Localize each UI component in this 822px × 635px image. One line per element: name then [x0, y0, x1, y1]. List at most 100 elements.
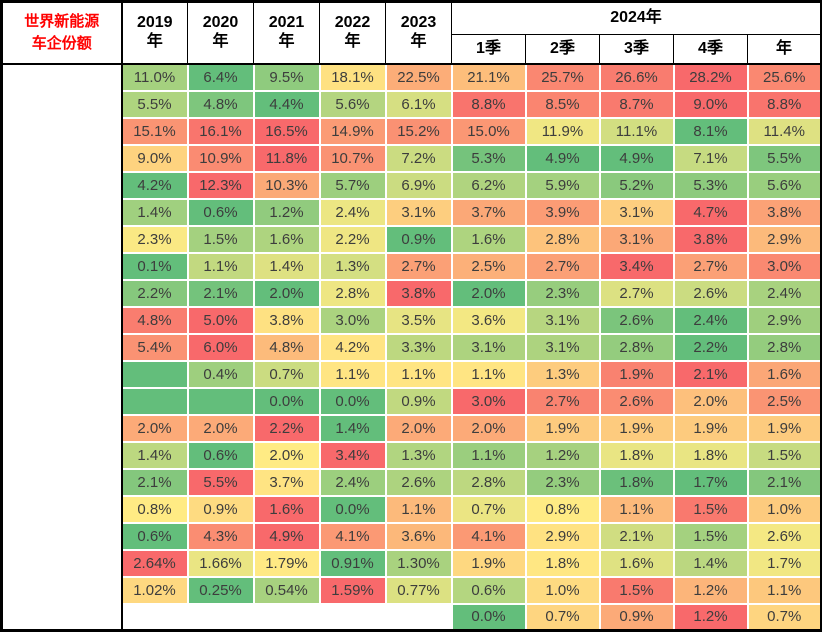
heatmap-cell: 2.7% [384, 251, 453, 281]
heatmap-cell: 4.8% [186, 89, 255, 119]
heatmap-cell: 2.5% [746, 386, 822, 416]
heatmap-cell: 2.4% [318, 197, 387, 227]
heatmap-cell: 1.0% [524, 575, 601, 605]
heatmap-cell: 8.5% [524, 89, 601, 119]
heatmap-cell: 5.5% [746, 143, 822, 173]
heatmap-cell: 11.4% [746, 116, 822, 146]
heatmap-cell: 1.1% [318, 359, 387, 389]
heatmap-cell: 3.0% [746, 251, 822, 281]
heatmap-cell: 6.9% [384, 170, 453, 200]
data-row: 2.0% 2.0% 2.2% 1.4% 2.0% 2.0% 1.9% 1.9% 1.9% 1.9% [1, 413, 822, 443]
heatmap-cell: 3.0% [318, 305, 387, 335]
row-label-cell [1, 225, 123, 253]
heatmap-cell: 4.1% [318, 521, 387, 551]
header-year-number: 2023 [400, 14, 437, 32]
row-label-cell [1, 468, 123, 496]
heatmap-cell: 3.0% [450, 386, 527, 416]
row-label-cell [1, 306, 123, 334]
heatmap-cell: 0.8% [120, 494, 189, 524]
heatmap-cell [252, 602, 321, 632]
row-label-cell [1, 495, 123, 523]
heatmap-cell: 1.5% [672, 494, 749, 524]
data-row: 4.8% 5.0% 3.8% 3.0% 3.5% 3.6% 3.1% 2.6% 2.4% 2.9% [1, 305, 822, 335]
heatmap-cell: 5.4% [120, 332, 189, 362]
heatmap-cell: 1.2% [252, 197, 321, 227]
heatmap-cell: 0.9% [598, 602, 675, 632]
heatmap-cell: 2.8% [524, 224, 601, 254]
heatmap-cell: 2.7% [524, 386, 601, 416]
row-label-cell [1, 198, 123, 226]
heatmap-cell: 1.6% [598, 548, 675, 578]
heatmap-cell: 4.2% [120, 170, 189, 200]
heatmap-cell: 1.1% [450, 359, 527, 389]
heatmap-cell: 4.2% [318, 332, 387, 362]
heatmap-cell: 0.0% [252, 386, 321, 416]
heatmap-cell: 25.7% [524, 62, 601, 92]
heatmap-cell: 2.6% [384, 467, 453, 497]
table-title-line1: 世界新能源 [24, 13, 100, 30]
heatmap-cell [318, 602, 387, 632]
header-year-suffix: 年 [344, 32, 361, 50]
heatmap-cell: 28.2% [672, 62, 749, 92]
heatmap-cell: 0.25% [186, 575, 255, 605]
heatmap-cell: 3.1% [524, 332, 601, 362]
heatmap-cell: 2.1% [186, 278, 255, 308]
heatmap-cell: 0.9% [186, 494, 255, 524]
heatmap-cell: 0.0% [450, 602, 527, 632]
row-label-cell [1, 333, 123, 361]
heatmap-cell: 2.7% [598, 278, 675, 308]
heatmap-cell: 1.79% [252, 548, 321, 578]
row-label-cell [1, 603, 123, 631]
heatmap-cell: 10.3% [252, 170, 321, 200]
heatmap-cell: 2.3% [524, 278, 601, 308]
heatmap-cell: 1.3% [524, 359, 601, 389]
heatmap-cell: 5.5% [120, 89, 189, 119]
row-label-cell [1, 522, 123, 550]
heatmap-cell: 1.9% [450, 548, 527, 578]
heatmap-cell: 1.1% [384, 359, 453, 389]
header-year-suffix: 年 [410, 32, 427, 50]
heatmap-cell: 2.0% [252, 278, 321, 308]
heatmap-cell: 1.0% [746, 494, 822, 524]
heatmap-cell: 0.0% [318, 494, 387, 524]
data-row: 0.8% 0.9% 1.6% 0.0% 1.1% 0.7% 0.8% 1.1% 1.5% 1.0% [1, 494, 822, 524]
heatmap-cell: 1.1% [598, 494, 675, 524]
heatmap-cell: 5.5% [186, 467, 255, 497]
heatmap-cell: 4.1% [450, 521, 527, 551]
heatmap-cell: 15.0% [450, 116, 527, 146]
heatmap-cell: 5.7% [318, 170, 387, 200]
heatmap-cell: 2.9% [746, 305, 822, 335]
heatmap-cell: 5.3% [672, 170, 749, 200]
heatmap-cell: 1.2% [524, 440, 601, 470]
header-year-suffix: 年 [146, 32, 163, 50]
heatmap-cell: 2.0% [450, 278, 527, 308]
heatmap-cell: 2.9% [746, 224, 822, 254]
heatmap-cell: 6.0% [186, 332, 255, 362]
heatmap-cell: 8.7% [598, 89, 675, 119]
header-quarter: 4季 [673, 34, 748, 65]
data-row: 5.4% 6.0% 4.8% 4.2% 3.3% 3.1% 3.1% 2.8% 2.2% 2.8% [1, 332, 822, 362]
heatmap-cell [120, 602, 189, 632]
heatmap-cell: 2.1% [672, 359, 749, 389]
header-year: 2023 年 [385, 1, 452, 65]
heatmap-cell: 2.8% [598, 332, 675, 362]
heatmap-cell: 3.8% [384, 278, 453, 308]
data-row: 2.2% 2.1% 2.0% 2.8% 3.8% 2.0% 2.3% 2.7% 2.6% 2.4% [1, 278, 822, 308]
heatmap-cell: 2.3% [524, 467, 601, 497]
heatmap-cell: 0.54% [252, 575, 321, 605]
heatmap-body: 11.0% 6.4% 9.5% 18.1% 22.5% 21.1% 25.7% 26.6% 28… [1, 62, 822, 632]
data-row: 15.1% 16.1% 16.5% 14.9% 15.2% 15.0% 11.9% 11.1%… [1, 116, 822, 146]
heatmap-cell: 16.5% [252, 116, 321, 146]
heatmap-cell: 5.2% [598, 170, 675, 200]
heatmap-cell: 18.1% [318, 62, 387, 92]
data-row: 11.0% 6.4% 9.5% 18.1% 22.5% 21.1% 25.7% 26.6% 28… [1, 62, 822, 92]
header-2024-group: 2024年 [450, 1, 822, 35]
heatmap-cell: 1.66% [186, 548, 255, 578]
heatmap-cell: 8.1% [672, 116, 749, 146]
heatmap-cell: 0.0% [318, 386, 387, 416]
heatmap-cell: 4.7% [672, 197, 749, 227]
header-quarter: 年 [746, 34, 822, 65]
heatmap-cell: 4.9% [598, 143, 675, 173]
data-row: 1.02% 0.25% 0.54% 1.59% 0.77% 0.6% 1.0% 1.5% 1.2… [1, 575, 822, 605]
data-row: 0.0% 0.7% 0.9% 1.2% 0.7% [1, 602, 822, 632]
